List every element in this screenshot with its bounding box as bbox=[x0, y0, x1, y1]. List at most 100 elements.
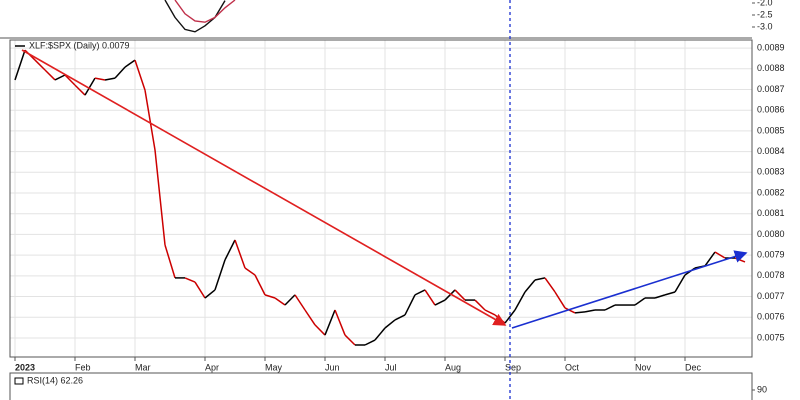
price-segment bbox=[204, 289, 216, 299]
price-segment bbox=[54, 74, 66, 81]
y-tick-label: 0.0080 bbox=[757, 229, 785, 239]
price-segment bbox=[224, 239, 236, 261]
rsi-panel-frame bbox=[9, 372, 753, 400]
y-tick-label: 0.0079 bbox=[757, 250, 785, 260]
price-segment bbox=[14, 49, 26, 81]
chart-title: XLF:$SPX (Daily) 0.0079 bbox=[29, 40, 130, 50]
rsi-title: RSI(14) 62.26 bbox=[27, 375, 83, 385]
price-segment bbox=[164, 244, 176, 279]
y-tick-label: -3.0 bbox=[757, 21, 773, 31]
y-tick-label: 0.0077 bbox=[757, 291, 785, 301]
y-tick-label: 0.0083 bbox=[757, 167, 785, 177]
trend-arrow-down bbox=[21, 49, 507, 326]
price-segment bbox=[274, 297, 286, 306]
price-segment bbox=[524, 279, 536, 293]
y-tick-label: -2.0 bbox=[757, 0, 773, 7]
price-segment bbox=[154, 149, 166, 246]
price-segment bbox=[404, 294, 416, 316]
x-tick-label: Nov bbox=[635, 362, 652, 372]
y-tick-label: 0.0084 bbox=[757, 146, 785, 156]
price-segment bbox=[604, 304, 616, 311]
price-segment bbox=[184, 277, 196, 283]
price-segment bbox=[114, 66, 126, 79]
price-segment bbox=[344, 334, 356, 346]
price-segment bbox=[664, 291, 676, 296]
price-segment bbox=[444, 289, 456, 301]
price-segment bbox=[264, 294, 276, 299]
price-segment bbox=[414, 289, 426, 296]
price-segment bbox=[324, 309, 336, 336]
y-tick-label: 0.0088 bbox=[757, 63, 785, 73]
x-tick-label: Feb bbox=[75, 362, 91, 372]
x-tick-label: Oct bbox=[565, 362, 580, 372]
price-segment bbox=[304, 309, 316, 326]
price-segment bbox=[84, 77, 96, 96]
y-tick-label: 0.0076 bbox=[757, 312, 785, 322]
price-segment bbox=[654, 294, 666, 299]
price-segment bbox=[334, 309, 346, 336]
price-segment bbox=[634, 297, 646, 306]
price-segment bbox=[44, 69, 56, 81]
price-segment bbox=[284, 294, 296, 306]
x-tick-label: Sep bbox=[505, 362, 521, 372]
price-segment bbox=[74, 84, 86, 96]
price-segment bbox=[374, 327, 386, 341]
price-segment bbox=[534, 277, 546, 281]
price-segment bbox=[64, 74, 76, 86]
x-tick-label: Apr bbox=[205, 362, 219, 372]
price-segment bbox=[364, 339, 376, 346]
price-segment bbox=[564, 307, 576, 314]
price-segment bbox=[134, 59, 146, 91]
price-segment bbox=[554, 291, 566, 309]
price-segment bbox=[314, 324, 326, 336]
rsi-icon bbox=[14, 377, 24, 385]
price-segment bbox=[214, 259, 226, 291]
price-segment bbox=[234, 239, 246, 269]
price-segment bbox=[544, 277, 556, 293]
y-tick-label: 0.0075 bbox=[757, 332, 785, 342]
price-segment bbox=[574, 311, 586, 314]
y-tick-label: 0.0087 bbox=[757, 84, 785, 94]
price-segment bbox=[514, 291, 526, 311]
price-segment bbox=[254, 274, 266, 296]
main-panel-frame bbox=[9, 39, 753, 358]
price-segment bbox=[674, 274, 686, 293]
price-segment bbox=[124, 59, 136, 68]
x-tick-label: Aug bbox=[445, 362, 461, 372]
price-segment bbox=[704, 251, 716, 267]
y-tick-label: 0.0078 bbox=[757, 270, 785, 280]
y-tick-label: 0.0081 bbox=[757, 208, 785, 218]
price-segment bbox=[244, 267, 256, 276]
x-tick-label: May bbox=[265, 362, 283, 372]
x-tick-label: Dec bbox=[685, 362, 702, 372]
price-segment bbox=[34, 59, 46, 71]
y-tick-label: 0.0082 bbox=[757, 187, 785, 197]
indicator-line bbox=[174, 0, 236, 23]
price-segment bbox=[714, 251, 726, 259]
trend-arrow-up bbox=[511, 250, 748, 329]
x-tick-label: Jul bbox=[385, 362, 397, 372]
price-segment bbox=[424, 289, 436, 306]
price-segment bbox=[504, 309, 516, 324]
price-segment bbox=[194, 281, 206, 299]
x-tick-label: 2023 bbox=[15, 362, 35, 372]
price-segment bbox=[294, 294, 306, 311]
price-segment bbox=[384, 319, 396, 329]
plot-layer: 2023 Feb Mar Apr May Jun Jul Aug Sep Oct Nov Dec -2.… bbox=[10, 0, 785, 394]
y-tick-label: 0.0089 bbox=[757, 42, 785, 52]
y-tick-label: 0.0086 bbox=[757, 105, 785, 115]
price-segment bbox=[104, 77, 116, 81]
y-tick-label: 0.0085 bbox=[757, 125, 785, 135]
price-segment bbox=[144, 89, 156, 151]
y-tick-label: -2.5 bbox=[757, 9, 773, 19]
price-segment bbox=[454, 289, 466, 301]
price-segment bbox=[434, 299, 446, 306]
price-segment bbox=[94, 77, 106, 81]
y-tick-label: 90 bbox=[757, 384, 767, 394]
price-segment bbox=[584, 309, 596, 313]
price-segment bbox=[474, 299, 486, 311]
x-tick-label: Jun bbox=[325, 362, 340, 372]
x-tick-label: Mar bbox=[135, 362, 151, 372]
